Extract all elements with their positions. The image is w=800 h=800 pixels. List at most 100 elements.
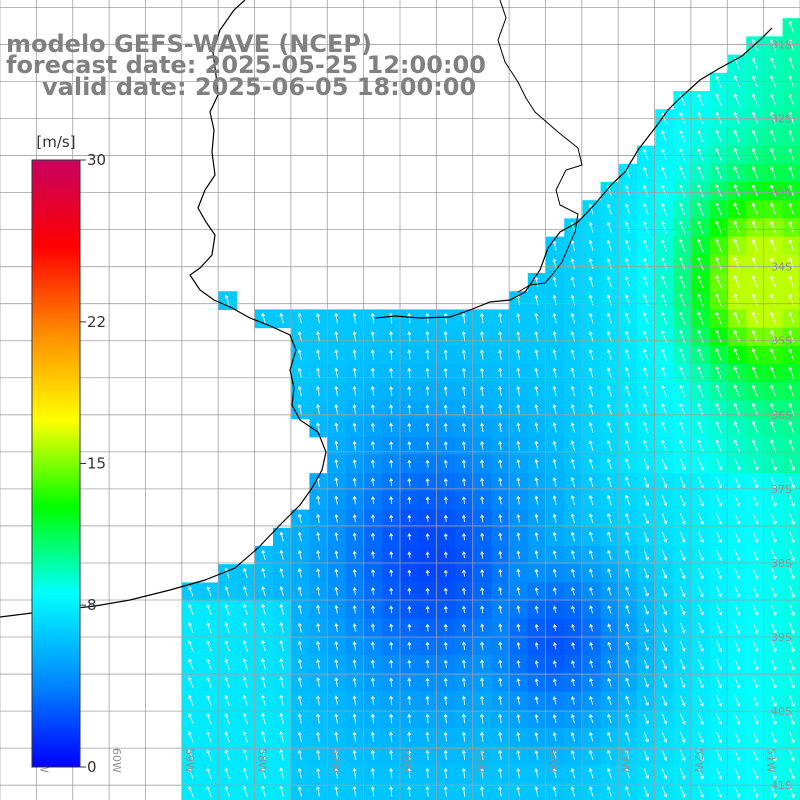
wind-arrow: [770, 238, 777, 252]
wind-arrow: [770, 220, 777, 234]
wind-speed-cell: [782, 36, 800, 56]
wind-arrow: [733, 220, 741, 234]
wind-arrow: [316, 604, 321, 615]
wind-arrow: [770, 257, 777, 271]
wind-arrow: [316, 550, 321, 560]
wind-arrow: [607, 623, 612, 632]
wind-arrow: [461, 767, 466, 779]
wind-arrow: [461, 404, 466, 414]
wind-arrow: [242, 749, 248, 761]
wind-arrow: [425, 605, 430, 613]
wind-arrow: [680, 641, 686, 652]
wind-arrow: [206, 603, 212, 615]
wind-arrow: [588, 258, 594, 270]
wind-arrow: [370, 514, 375, 523]
longitude-label: 59W: [183, 748, 196, 773]
wind-arrow: [606, 421, 612, 433]
wind-arrow: [661, 203, 667, 215]
wind-arrow: [498, 695, 503, 705]
wind-arrow: [334, 786, 339, 797]
wind-arrow: [788, 275, 795, 289]
wind-arrow: [770, 494, 777, 507]
latitude-label: 37S: [771, 483, 792, 496]
wind-arrow: [316, 367, 320, 378]
wind-arrow: [752, 458, 759, 471]
wind-arrow: [480, 459, 485, 469]
wind-arrow: [751, 257, 759, 271]
wind-arrow: [534, 678, 539, 687]
wind-arrow: [261, 694, 266, 707]
wind-arrow: [643, 385, 649, 397]
wind-arrow: [570, 458, 576, 469]
wind-arrow: [479, 367, 484, 378]
wind-arrow: [752, 531, 759, 544]
wind-arrow: [716, 604, 723, 616]
wind-arrow: [352, 385, 357, 396]
wind-arrow: [516, 312, 521, 324]
wind-arrow: [352, 404, 357, 415]
wind-arrow: [715, 275, 722, 289]
wind-arrow: [261, 712, 266, 725]
wind-arrow: [770, 293, 777, 307]
wind-arrow: [715, 166, 722, 180]
wind-arrow: [752, 604, 759, 616]
wind-arrow: [407, 367, 412, 378]
wind-arrow: [733, 420, 740, 434]
wind-arrow: [643, 203, 649, 215]
wind-arrow: [751, 202, 759, 216]
wind-arrow: [425, 786, 430, 797]
wind-arrow: [679, 257, 686, 271]
wind-arrow: [552, 568, 557, 578]
wind-arrow: [188, 640, 194, 652]
wind-arrow: [679, 731, 686, 743]
wind-arrow: [389, 385, 394, 396]
wind-arrow: [570, 767, 576, 779]
wind-arrow: [279, 586, 284, 597]
wind-arrow: [279, 567, 284, 578]
wind-arrow: [552, 587, 557, 596]
wind-speed-cell: [782, 200, 800, 219]
wind-arrow: [606, 458, 612, 470]
wind-arrow: [443, 767, 448, 779]
wind-arrow: [370, 767, 375, 779]
wind-arrow: [389, 677, 394, 687]
wind-arrow: [443, 731, 448, 742]
wind-arrow: [370, 749, 375, 761]
wind-arrow: [698, 695, 704, 707]
wind-arrow: [279, 676, 284, 688]
wind-arrow: [407, 551, 412, 559]
wind-arrow: [516, 513, 521, 523]
wind-arrow: [624, 421, 631, 433]
wind-arrow: [733, 238, 741, 252]
longitude-label: 57W: [328, 748, 341, 773]
wind-arrow: [606, 203, 612, 215]
wind-arrow: [425, 367, 430, 378]
wind-arrow: [242, 621, 248, 634]
wind-arrow: [752, 640, 759, 653]
wind-arrow: [443, 551, 448, 559]
wind-arrow: [206, 622, 212, 634]
wind-arrow: [697, 458, 704, 471]
latitude-label: 31S: [771, 38, 792, 51]
wind-arrow: [334, 659, 339, 669]
wind-speed-cell: [782, 564, 800, 583]
wind-arrow: [788, 75, 795, 89]
wind-arrow: [715, 421, 722, 434]
wind-arrow: [370, 786, 375, 797]
wind-arrow: [789, 549, 795, 562]
wind-arrow: [697, 293, 704, 307]
wind-arrow: [316, 568, 321, 578]
wind-arrow: [443, 587, 448, 595]
wind-arrow: [789, 457, 795, 471]
wind-arrow: [734, 531, 741, 543]
wind-arrow: [407, 731, 412, 742]
wind-arrow: [661, 148, 667, 161]
wind-arrow: [680, 622, 686, 634]
wind-arrow: [534, 458, 539, 469]
wind-arrow: [206, 731, 212, 743]
wind-arrow: [389, 514, 394, 523]
wind-arrow: [425, 551, 430, 559]
wind-speed-cell: [782, 327, 800, 347]
wind-arrow: [407, 385, 412, 396]
wind-arrow: [407, 441, 412, 450]
